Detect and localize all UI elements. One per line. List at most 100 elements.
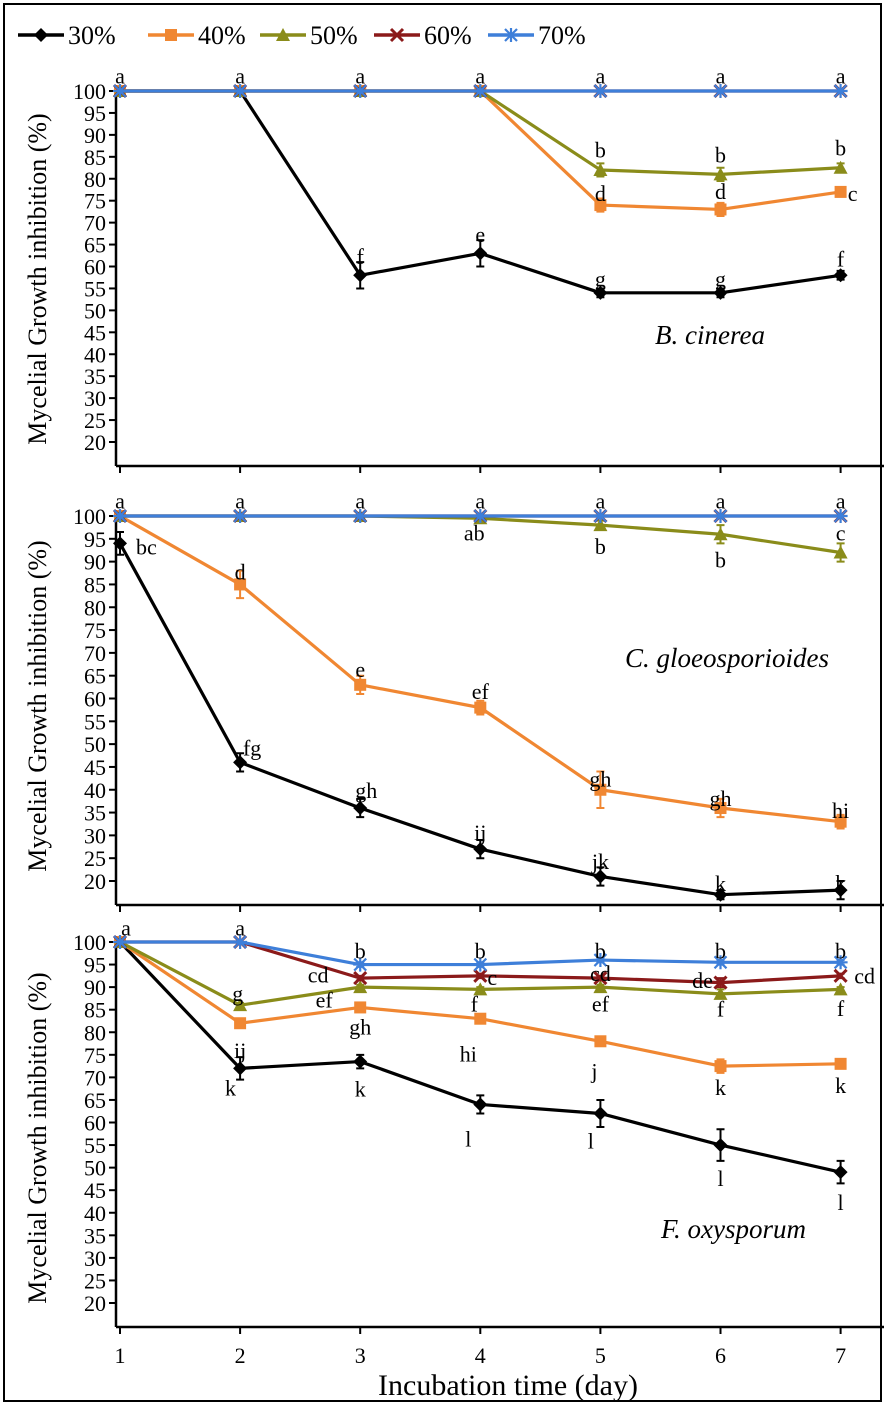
y-tick-label: 55 bbox=[84, 709, 106, 734]
y-tick-label: 30 bbox=[84, 386, 106, 411]
significance-label: j bbox=[590, 1059, 597, 1084]
y-tick-label: 80 bbox=[84, 595, 106, 620]
figure-frame bbox=[3, 3, 882, 1402]
significance-label: gh bbox=[589, 767, 611, 792]
legend-marker bbox=[504, 28, 518, 42]
y-tick-label: 40 bbox=[84, 342, 106, 367]
data-point bbox=[833, 545, 848, 559]
data-point bbox=[474, 1012, 487, 1025]
data-point bbox=[113, 935, 127, 949]
y-tick-label: 70 bbox=[84, 1065, 106, 1090]
significance-label: b bbox=[355, 938, 366, 963]
significance-label: hi bbox=[460, 1041, 477, 1066]
legend-item-50: 50% bbox=[260, 21, 358, 50]
y-tick-label: 60 bbox=[84, 687, 106, 712]
significance-label: b bbox=[595, 534, 606, 559]
data-point bbox=[713, 955, 728, 970]
data-point bbox=[713, 887, 728, 902]
significance-label: hi bbox=[832, 798, 849, 823]
y-tick-label: 95 bbox=[84, 953, 106, 978]
data-point bbox=[233, 755, 248, 770]
y-tick-label: 35 bbox=[84, 1223, 106, 1248]
significance-label: g bbox=[232, 981, 243, 1006]
y-tick-label: 75 bbox=[84, 618, 106, 643]
y-tick-label: 100 bbox=[73, 504, 106, 529]
significance-label: b bbox=[835, 135, 846, 160]
data-point bbox=[353, 84, 368, 98]
data-point bbox=[473, 1097, 488, 1112]
data-point bbox=[593, 285, 608, 300]
data-point bbox=[713, 84, 728, 98]
data-point bbox=[713, 986, 728, 1000]
legend-label: 50% bbox=[310, 21, 358, 50]
data-point bbox=[833, 955, 848, 970]
significance-label: cd bbox=[308, 962, 329, 987]
y-tick-label: 75 bbox=[84, 1043, 106, 1068]
significance-label: a bbox=[596, 64, 606, 89]
data-point bbox=[473, 957, 488, 972]
significance-label: cd bbox=[590, 961, 611, 986]
significance-label: a bbox=[475, 488, 485, 513]
y-tick-label: 25 bbox=[84, 846, 106, 871]
y-tick-label: 20 bbox=[84, 869, 106, 894]
y-tick-label: 20 bbox=[84, 1291, 106, 1316]
data-point bbox=[713, 167, 728, 181]
significance-label: a bbox=[235, 64, 245, 89]
y-tick-label: 55 bbox=[84, 1133, 106, 1158]
significance-label: f bbox=[717, 997, 725, 1022]
series-30 bbox=[113, 84, 848, 300]
significance-label: d bbox=[595, 181, 606, 206]
significance-label: b bbox=[475, 938, 486, 963]
data-point bbox=[833, 883, 848, 898]
legend-label: 60% bbox=[424, 21, 472, 50]
y-tick-label: 85 bbox=[84, 572, 106, 597]
y-tick-label: 90 bbox=[84, 550, 106, 575]
significance-label: c bbox=[836, 520, 846, 545]
significance-label: bc bbox=[136, 534, 157, 559]
y-tick-label: 50 bbox=[84, 1156, 106, 1181]
significance-label: b bbox=[595, 138, 606, 163]
series-50 bbox=[113, 84, 848, 182]
data-point bbox=[234, 578, 247, 591]
series-line bbox=[120, 89, 841, 176]
y-tick-label: 25 bbox=[84, 408, 106, 433]
significance-label: jk bbox=[591, 849, 609, 874]
x-axis-title: Incubation time (day) bbox=[378, 1369, 638, 1402]
significance-label: a bbox=[596, 488, 606, 513]
y-tick-label: 50 bbox=[84, 732, 106, 757]
data-point bbox=[834, 1057, 847, 1070]
significance-label: a bbox=[716, 64, 726, 89]
significance-label: f bbox=[471, 992, 479, 1017]
significance-label: ef bbox=[592, 992, 610, 1017]
legend-label: 70% bbox=[538, 21, 586, 50]
data-point bbox=[593, 509, 608, 523]
legend-item-30: 30% bbox=[18, 21, 116, 50]
data-point bbox=[594, 1035, 607, 1048]
significance-label: ef bbox=[316, 988, 334, 1013]
data-point bbox=[713, 285, 728, 300]
data-point bbox=[593, 162, 608, 176]
y-tick-label: 80 bbox=[84, 167, 106, 192]
significance-label: f bbox=[837, 996, 845, 1021]
data-point bbox=[593, 1106, 608, 1121]
significance-label: a bbox=[475, 64, 485, 89]
significance-label: l bbox=[717, 1166, 723, 1191]
y-tick-label: 90 bbox=[84, 123, 106, 148]
significance-label: a bbox=[121, 915, 131, 940]
data-point bbox=[113, 84, 127, 98]
y-tick-label: 20 bbox=[84, 430, 106, 455]
legend-marker bbox=[276, 28, 290, 41]
data-point bbox=[833, 982, 848, 996]
legend-label: 40% bbox=[198, 21, 246, 50]
data-point bbox=[234, 1017, 247, 1030]
y-tick-label: 45 bbox=[84, 320, 106, 345]
significance-label: ij bbox=[474, 820, 486, 845]
data-point bbox=[233, 84, 248, 98]
significance-label: b bbox=[715, 142, 726, 167]
data-point bbox=[593, 518, 608, 532]
x-tick-label: 7 bbox=[835, 1343, 846, 1368]
data-point bbox=[833, 84, 848, 98]
